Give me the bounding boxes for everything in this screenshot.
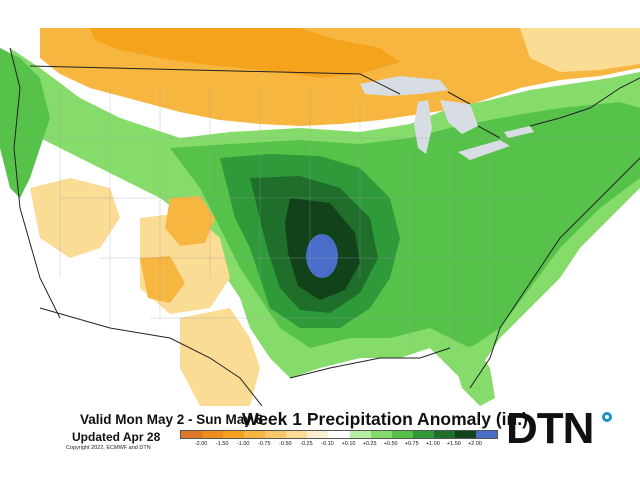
logo-dot-icon [602, 412, 612, 422]
legend-tick-label: +2.00 [467, 441, 482, 447]
lake-ontario [504, 126, 534, 138]
color-legend: -2.00 -1.50 -1.00 -0.75 -0.50 -0.25 -0.10 +0.10… [180, 430, 500, 454]
canada-strong-dry [90, 28, 400, 78]
northeast-canada-light-dry [520, 28, 640, 72]
coastline [9, 47, 640, 389]
lake-michigan [414, 100, 432, 154]
precipitation-anomaly-map [0, 28, 640, 406]
legend-swatch [223, 431, 245, 438]
map-footer: Valid Mon May 2 - Sun May 8 Updated Apr … [0, 404, 640, 480]
legend-swatch [265, 431, 287, 438]
pacific-northwest-wet [0, 48, 50, 198]
valid-period: Valid Mon May 2 - Sun May 8 [80, 412, 264, 427]
legend-swatch [475, 431, 497, 438]
legend-tick-label: -0.75 [257, 441, 271, 447]
legend-swatch [349, 431, 371, 438]
dtn-logo: DTN [506, 404, 616, 454]
map-title: Week 1 Precipitation Anomaly (in.) [242, 409, 528, 429]
legend-swatch [391, 431, 413, 438]
legend-swatch [244, 431, 266, 438]
legend-swatch [181, 431, 203, 438]
logo-text: DTN [506, 404, 594, 453]
legend-tick-label: +0.25 [362, 441, 377, 447]
lake-huron [440, 100, 478, 134]
new-mexico-dry [140, 256, 185, 303]
florida-wet [450, 346, 495, 406]
updated-date: Updated Apr 28 [72, 430, 161, 444]
legend-tick-label: +0.50 [383, 441, 398, 447]
legend-swatch [202, 431, 224, 438]
legend-swatch [307, 431, 329, 438]
us-mexico-border [39, 307, 263, 406]
legend-tick-label: -2.00 [194, 441, 208, 447]
legend-tick-label: -1.00 [236, 441, 250, 447]
copyright-notice: Copyright 2022, ECMWF and DTN [66, 445, 151, 451]
utah-dry [165, 196, 215, 246]
legend-tick-label: +1.50 [446, 441, 461, 447]
legend-swatch [412, 431, 434, 438]
legend-swatch [454, 431, 476, 438]
lake-superior [360, 76, 448, 96]
legend-tick-label: -0.10 [321, 441, 334, 447]
state-lines [40, 88, 640, 348]
legend-tick-label: -0.25 [300, 441, 313, 447]
legend-swatches [180, 430, 498, 439]
legend-swatch [370, 431, 392, 438]
canada-us-border [29, 65, 640, 139]
legend-tick-label: +1.00 [425, 441, 440, 447]
legend-swatch [433, 431, 455, 438]
legend-swatch [286, 431, 308, 438]
oklahoma-extreme-wet [306, 234, 338, 278]
legend-tick-label: -1.50 [215, 441, 229, 447]
legend-swatch [328, 431, 350, 438]
legend-ticks: -2.00 -1.50 -1.00 -0.75 -0.50 -0.25 -0.10 +0.10… [180, 439, 496, 451]
lake-erie [458, 140, 510, 160]
legend-tick-label: +0.10 [341, 441, 356, 447]
legend-tick-label: -0.50 [279, 441, 292, 447]
legend-tick-label: +0.75 [404, 441, 419, 447]
texas-mexico-dry [180, 308, 260, 406]
